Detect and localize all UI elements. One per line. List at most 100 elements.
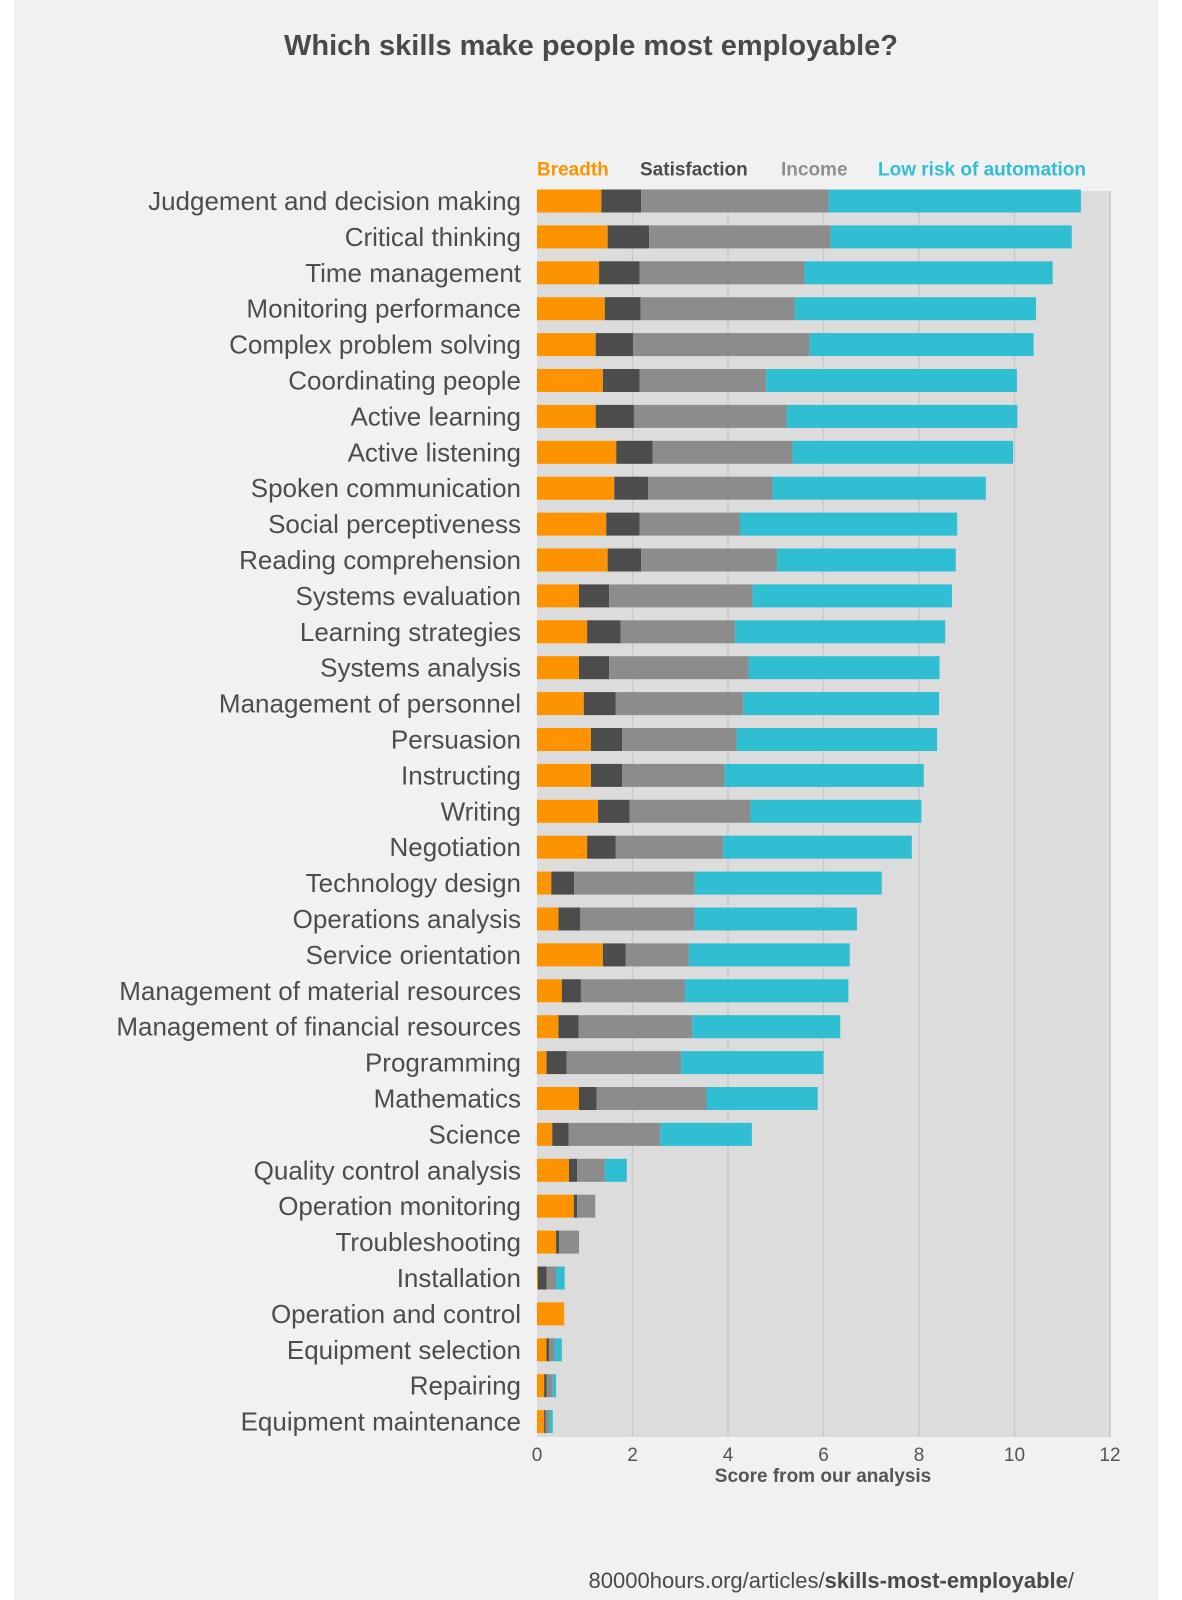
bar-segment-satisfaction	[552, 1122, 569, 1146]
bar-segment-low-risk-of-automation	[792, 440, 1014, 464]
bar-segment-satisfaction	[604, 297, 641, 321]
category-label: Equipment selection	[287, 1335, 521, 1365]
bar-segment-breadth	[537, 871, 552, 895]
legend-entry: Low risk of automation	[878, 160, 1086, 181]
category-label: Operation monitoring	[278, 1191, 521, 1221]
bar-segment-income	[558, 1230, 580, 1254]
source-url[interactable]: 80000hours.org/articles/skills-most-empl…	[589, 1568, 1074, 1594]
bar-segment-income	[580, 979, 686, 1003]
bar-segment-satisfaction	[607, 225, 650, 249]
bar-segment-low-risk-of-automation	[804, 261, 1053, 285]
bar-segment-income	[548, 1338, 555, 1362]
category-label: Judgement and decision making	[148, 186, 521, 216]
bar-segment-low-risk-of-automation	[794, 297, 1036, 321]
bar-segment-low-risk-of-automation	[604, 1158, 627, 1182]
bar-segment-breadth	[537, 476, 615, 500]
bar-segment-income	[596, 1087, 707, 1110]
bar-segment-breadth	[537, 1338, 547, 1362]
category-label: Service orientation	[306, 940, 521, 970]
bar-segment-satisfaction	[556, 1230, 559, 1254]
bar-segment-breadth	[537, 1302, 565, 1326]
bar-segment-satisfaction	[546, 1051, 567, 1075]
category-label: Quality control analysis	[254, 1155, 521, 1185]
bar-segment-income	[640, 297, 795, 321]
bar-segment-satisfaction	[602, 943, 626, 967]
bar-segment-breadth	[537, 943, 603, 967]
source-url-prefix: 80000hours.org/articles/	[588, 1568, 825, 1593]
bar-segment-low-risk-of-automation	[556, 1266, 565, 1290]
bar-segment-income	[574, 871, 695, 895]
bar-segment-income	[609, 584, 753, 608]
category-label: Social perceptiveness	[268, 509, 521, 539]
bar-segment-low-risk-of-automation	[786, 404, 1018, 428]
bar-segment-breadth	[537, 369, 603, 392]
bar-segment-breadth	[537, 728, 591, 751]
bar-segment-low-risk-of-automation	[549, 1410, 553, 1434]
category-label: Monitoring performance	[246, 294, 521, 324]
category-label: Negotiation	[389, 832, 521, 862]
category-label: Reading comprehension	[239, 545, 521, 575]
bar-segment-satisfaction	[558, 907, 580, 931]
bar-segment-satisfaction	[579, 584, 610, 608]
bar-segment-low-risk-of-automation	[739, 512, 958, 536]
bar-segment-breadth	[537, 692, 584, 716]
bar-segment-low-risk-of-automation	[554, 1338, 562, 1362]
bar-segment-breadth	[537, 799, 599, 823]
bar-segment-income	[652, 440, 793, 464]
category-label: Writing	[441, 796, 521, 826]
bar-segment-breadth	[537, 1015, 559, 1039]
bar-segment-breadth	[537, 297, 605, 321]
category-label: Management of material resources	[119, 976, 521, 1006]
bar-segment-low-risk-of-automation	[694, 907, 857, 931]
legend-entry: Satisfaction	[640, 160, 748, 181]
bar-segment-satisfaction	[590, 728, 622, 751]
category-label: Time management	[305, 258, 522, 288]
bar-segment-breadth	[537, 907, 559, 931]
bar-segment-income	[629, 799, 751, 823]
bar-segment-breadth	[537, 584, 580, 608]
bar-segment-income	[615, 692, 744, 716]
bar-segment-breadth	[537, 979, 562, 1003]
bar-segment-income	[620, 620, 736, 644]
bar-segment-satisfaction	[616, 440, 653, 464]
bar-segment-income	[633, 404, 787, 428]
bar-segment-breadth	[537, 1410, 545, 1434]
category-label: Complex problem solving	[229, 330, 521, 360]
bar-segment-satisfaction	[595, 333, 633, 357]
bar-segment-low-risk-of-automation	[660, 1122, 752, 1146]
source-url-suffix: /	[1067, 1568, 1074, 1593]
bar-segment-low-risk-of-automation	[694, 871, 882, 895]
bar-segment-satisfaction	[558, 1015, 579, 1039]
bar-segment-income	[579, 907, 695, 931]
bar-segment-income	[632, 333, 810, 357]
bar-segment-satisfaction	[583, 692, 616, 716]
bar-segment-satisfaction	[599, 261, 640, 285]
bar-segment-low-risk-of-automation	[748, 656, 940, 680]
bar-segment-income	[577, 1158, 605, 1182]
x-tick-label: 8	[914, 1445, 925, 1466]
category-label: Repairing	[410, 1371, 521, 1401]
bar-segment-satisfaction	[579, 656, 610, 680]
bar-segment-income	[639, 369, 767, 392]
bar-segment-income	[545, 1410, 550, 1434]
bar-segment-low-risk-of-automation	[752, 584, 952, 608]
bar-segment-breadth	[537, 404, 596, 428]
bar-segment-satisfaction	[607, 548, 642, 572]
bar-segment-satisfaction	[590, 763, 622, 787]
category-label: Instructing	[401, 760, 521, 790]
x-tick-label: 10	[1004, 1445, 1025, 1466]
category-label: Active listening	[348, 437, 521, 467]
category-label: Installation	[397, 1263, 521, 1293]
category-label: Persuasion	[391, 725, 521, 755]
bar-segment-low-risk-of-automation	[552, 1374, 557, 1398]
legend-entry: Breadth	[537, 160, 609, 181]
bar-segment-breadth	[537, 1122, 553, 1146]
bar-segment-breadth	[537, 1374, 545, 1398]
bar-segment-income	[615, 835, 724, 859]
bar-segment-income	[648, 476, 773, 500]
category-label: Management of financial resources	[116, 1012, 521, 1042]
bar-segment-satisfaction	[551, 871, 575, 895]
bar-segment-breadth	[537, 261, 600, 285]
bar-segment-low-risk-of-automation	[688, 943, 850, 967]
x-axis-title: Score from our analysis	[715, 1466, 931, 1487]
